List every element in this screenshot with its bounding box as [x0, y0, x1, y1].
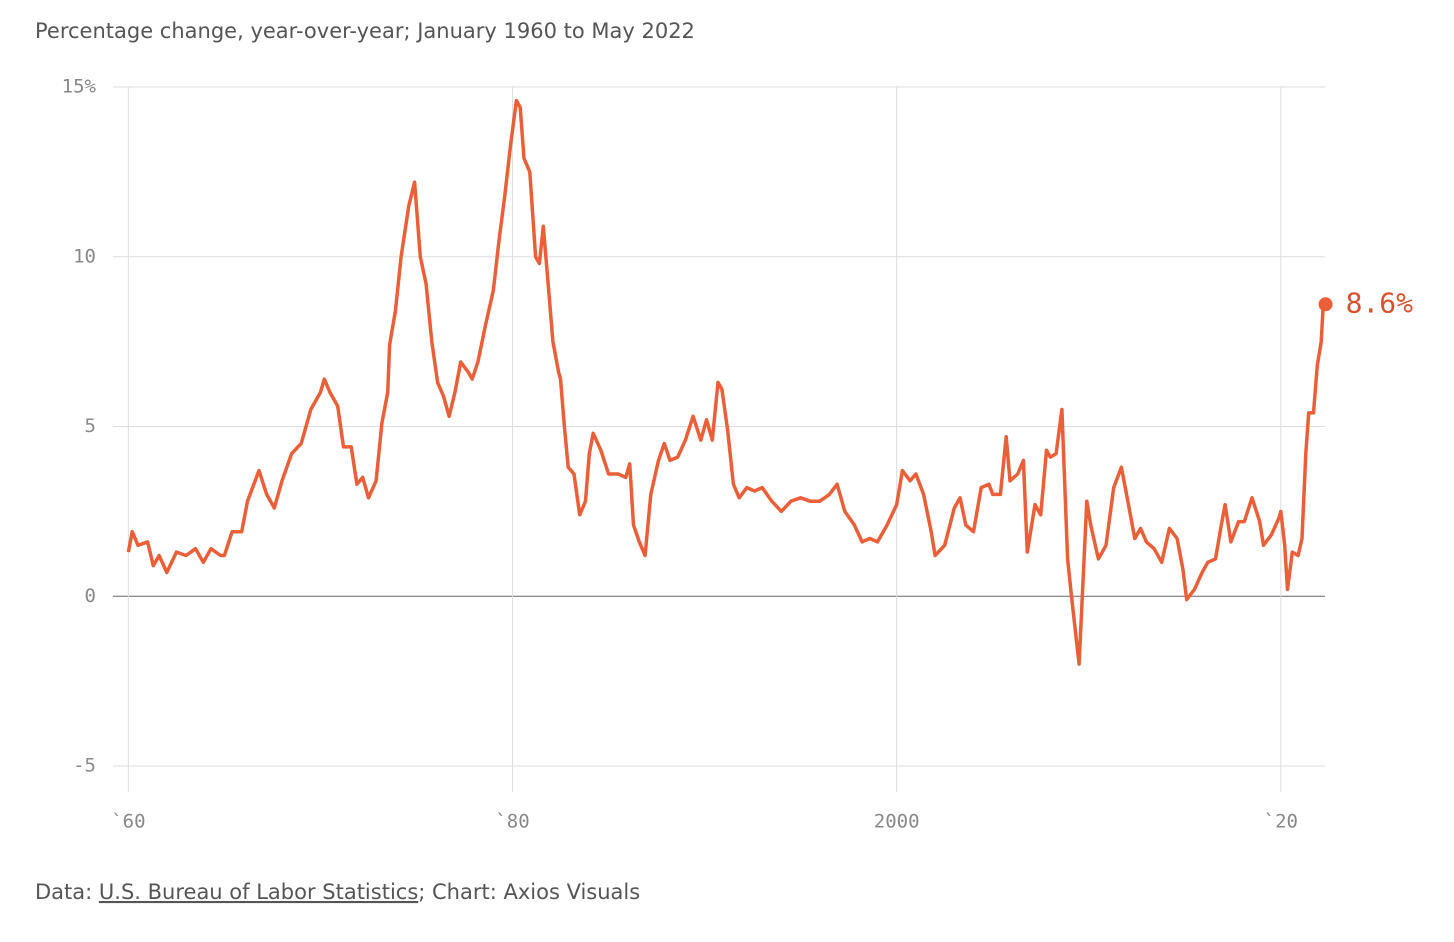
- x-tick-label: `80: [495, 811, 529, 833]
- x-tick-label: 2000: [874, 811, 920, 833]
- y-tick-label: 15%: [62, 76, 97, 98]
- source-suffix: ; Chart: Axios Visuals: [418, 880, 640, 904]
- source: Data: U.S. Bureau of Labor Statistics; C…: [35, 880, 640, 904]
- y-tick-label: -5: [73, 755, 96, 777]
- line: [126, 98, 1328, 666]
- y-tick-label: 5: [85, 415, 96, 437]
- source-link[interactable]: U.S. Bureau of Labor Statistics: [99, 880, 418, 904]
- end-label: 8.6%: [1346, 286, 1414, 319]
- source-prefix: Data:: [35, 880, 99, 904]
- y-tick-label: 10: [73, 245, 96, 267]
- x-tick-label: `60: [111, 811, 145, 833]
- chart-subtitle: Percentage change, year-over-year; Janua…: [35, 19, 695, 43]
- end-point: [1318, 297, 1333, 312]
- x-tick-label: `20: [1264, 811, 1298, 833]
- y-tick-label: 0: [85, 585, 96, 607]
